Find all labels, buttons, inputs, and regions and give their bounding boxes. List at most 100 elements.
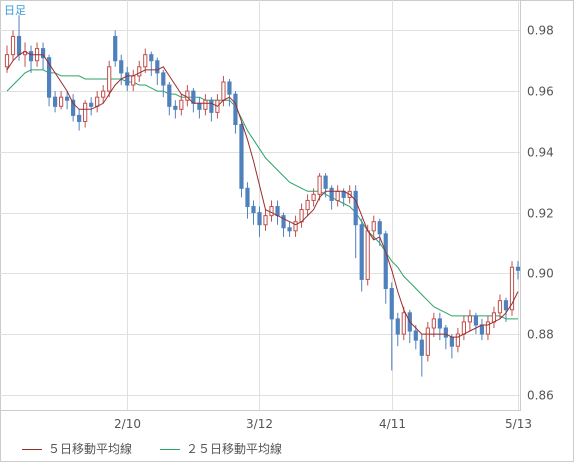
candle-up: [107, 60, 112, 98]
candle-body: [413, 330, 418, 341]
candle-body: [155, 60, 160, 74]
candle-body: [77, 114, 82, 122]
candle-down: [413, 324, 418, 350]
candle-body: [395, 318, 400, 335]
candle-down: [353, 185, 358, 259]
candle-down: [113, 30, 118, 67]
ma5-series-line: [6, 51, 519, 338]
x-tick-label: 3/12: [246, 417, 273, 431]
candle-up: [185, 85, 190, 107]
y-axis: 0.98 0.96 0.94 0.92 0.90 0.88 0.86: [527, 24, 554, 403]
legend-swatch-ma5: [22, 449, 42, 450]
y-tick-label: 0.96: [527, 85, 554, 99]
candle-body: [365, 230, 370, 280]
candles-layer: [4, 15, 521, 377]
candle-body: [209, 99, 214, 113]
candle-body: [443, 327, 448, 338]
candle-body: [455, 333, 460, 347]
candle-body: [251, 206, 256, 214]
legend-label-ma5: ５日移動平均線: [48, 442, 133, 456]
candle-body: [10, 35, 16, 56]
ma25-line-layer: [6, 69, 518, 320]
candle-up: [365, 224, 370, 286]
candle-body: [377, 221, 382, 235]
candle-down: [71, 94, 76, 122]
candle-up: [10, 30, 16, 61]
candle-down: [377, 218, 382, 246]
candle-down: [383, 230, 388, 304]
candle-body: [185, 90, 190, 101]
candle-body: [245, 187, 250, 208]
candle-body: [329, 187, 334, 201]
candle-body: [95, 96, 100, 107]
legend-swatch-ma25: [160, 449, 180, 450]
candle-down: [227, 78, 232, 107]
candle-body: [485, 321, 491, 335]
candle-body: [371, 221, 376, 232]
y-tick-label: 0.88: [527, 328, 554, 342]
candle-down: [155, 57, 160, 86]
candle-body: [52, 96, 58, 107]
candle-down: [167, 82, 172, 116]
legend-item-ma5: ５日移動平均線: [22, 440, 132, 457]
y-tick-label: 0.94: [527, 146, 554, 160]
candle-body: [40, 48, 46, 59]
candle-body: [335, 190, 340, 201]
candle-body: [311, 193, 316, 201]
candle-down: [329, 185, 334, 210]
candle-down: [209, 97, 214, 122]
candle-body: [419, 339, 424, 356]
candle-body: [497, 300, 503, 314]
candle-down: [239, 121, 244, 198]
legend-label-ma25: ２５日移動平均線: [186, 442, 283, 456]
candle-body: [287, 227, 292, 232]
candle-down: [389, 282, 394, 371]
candle-body: [281, 215, 286, 229]
candle-body: [107, 66, 112, 92]
candle-body: [437, 318, 442, 329]
candle-body: [353, 190, 358, 226]
candle-body: [179, 99, 184, 110]
candle-body: [431, 318, 436, 329]
x-tick-label: 4/11: [379, 417, 406, 431]
candle-body: [149, 54, 154, 62]
candle-body: [233, 93, 238, 126]
x-tick-label: 2/10: [114, 417, 141, 431]
candle-body: [269, 206, 274, 217]
candle-up: [455, 328, 460, 353]
candle-down: [437, 312, 442, 341]
period-label: 日足: [4, 4, 26, 17]
candle-body: [227, 81, 232, 95]
candle-body: [143, 54, 148, 68]
candle-up: [305, 194, 310, 216]
candle-down: [359, 218, 364, 292]
candle-body: [161, 72, 166, 86]
candle-down: [473, 312, 479, 335]
candle-body: [239, 124, 244, 189]
candle-up: [371, 215, 376, 240]
candle-body: [503, 300, 509, 311]
candle-up: [467, 309, 473, 332]
candle-down: [161, 69, 166, 98]
candle-body: [515, 266, 521, 271]
candle-down: [503, 297, 509, 322]
candle-body: [383, 233, 388, 290]
candle-up: [137, 60, 142, 82]
candle-down: [40, 42, 46, 70]
candle-body: [473, 315, 479, 326]
candle-up: [425, 321, 430, 362]
candle-body: [401, 312, 406, 335]
candle-down: [419, 334, 424, 377]
candle-up: [497, 294, 503, 319]
candle-body: [28, 51, 34, 62]
candle-down: [515, 261, 521, 280]
candle-up: [401, 306, 406, 341]
candle-down: [173, 100, 178, 119]
candle-body: [203, 99, 208, 110]
candle-body: [425, 327, 430, 356]
candle-body: [89, 102, 94, 107]
candle-body: [65, 96, 70, 101]
candle-body: [305, 199, 310, 211]
candle-body: [173, 105, 178, 110]
